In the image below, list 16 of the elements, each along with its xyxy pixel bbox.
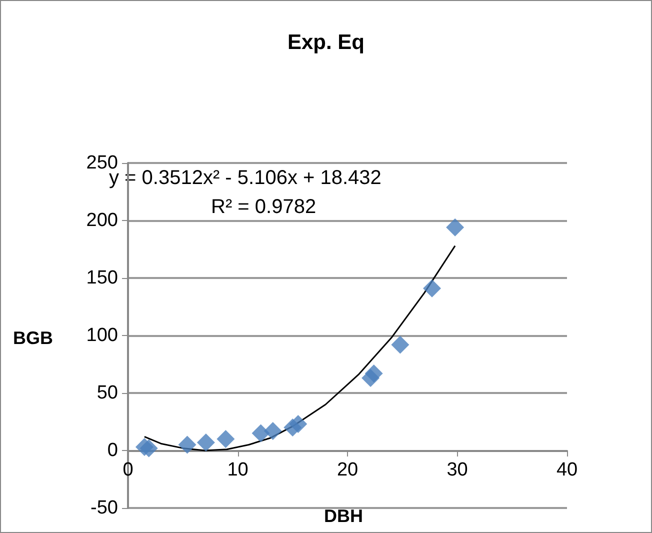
- x-tick-label: 30: [446, 460, 468, 480]
- y-tick-label: 100: [86, 325, 118, 346]
- y-tick-label: 250: [86, 152, 118, 174]
- y-tick-label: 200: [86, 210, 118, 231]
- y-tick-label: -50: [90, 498, 118, 518]
- y-tick-label: 150: [86, 268, 118, 288]
- y-axis-title: BGB: [13, 328, 53, 348]
- x-axis-title: DBH: [324, 506, 363, 526]
- x-tick-label: 0: [122, 460, 134, 480]
- x-tick-label: 20: [336, 460, 358, 480]
- x-tick-label: 10: [227, 460, 248, 480]
- y-tick-label: 50: [96, 382, 118, 404]
- annotation: R² = 0.9782: [211, 196, 316, 218]
- x-tick-label: 40: [556, 460, 578, 480]
- chart-title: Exp. Eq: [287, 31, 365, 54]
- y-tick-label: 0: [107, 440, 118, 461]
